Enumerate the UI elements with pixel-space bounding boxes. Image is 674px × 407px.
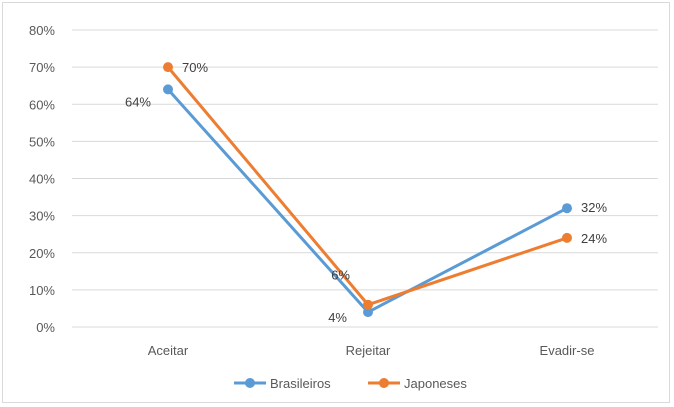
- data-label-japoneses: 24%: [581, 231, 607, 246]
- x-tick-label: Aceitar: [148, 343, 189, 358]
- data-point-brasileiros: [363, 307, 373, 318]
- data-point-brasileiros: [562, 203, 572, 214]
- series-line-brasileiros: [166, 87, 569, 314]
- data-point-japoneses: [163, 62, 173, 73]
- y-tick-label: 70%: [29, 60, 55, 75]
- data-label-brasileiros: 64%: [125, 94, 151, 109]
- data-point-brasileiros: [163, 84, 173, 95]
- y-tick-label: 40%: [29, 172, 55, 187]
- y-tick-label: 20%: [29, 246, 55, 261]
- y-tick-label: 50%: [29, 134, 55, 149]
- legend-marker-japoneses: [379, 378, 389, 388]
- legend-label-japoneses: Japoneses: [404, 376, 467, 391]
- data-label-japoneses: 70%: [182, 60, 208, 75]
- gridlines: [72, 29, 658, 328]
- legend-label-brasileiros: Brasileiros: [270, 376, 331, 391]
- y-tick-label: 30%: [29, 209, 55, 224]
- y-tick-label: 60%: [29, 97, 55, 112]
- data-label-brasileiros: 32%: [581, 200, 607, 215]
- y-axis-tick-labels: 0% 10% 20% 30% 40% 50% 60% 70% 80%: [29, 23, 55, 335]
- y-tick-label: 80%: [29, 23, 55, 38]
- legend-marker-brasileiros: [245, 378, 255, 388]
- data-point-japoneses: [562, 232, 572, 243]
- chart-frame: [2, 2, 670, 403]
- x-tick-label: Rejeitar: [346, 343, 391, 358]
- y-tick-label: 10%: [29, 283, 55, 298]
- y-tick-label: 0%: [36, 320, 55, 335]
- x-tick-label: Evadir-se: [540, 343, 595, 358]
- series-line-japoneses: [166, 65, 569, 307]
- x-axis-tick-labels: Aceitar Rejeitar Evadir-se: [148, 343, 595, 358]
- data-label-brasileiros: 4%: [328, 310, 347, 325]
- series-lines: [163, 62, 572, 318]
- data-labels: 64% 4% 32% 70% 6% 24%: [125, 60, 607, 325]
- data-label-japoneses: 6%: [331, 268, 350, 283]
- data-point-japoneses: [363, 299, 373, 310]
- legend: Brasileiros Japoneses: [234, 376, 467, 391]
